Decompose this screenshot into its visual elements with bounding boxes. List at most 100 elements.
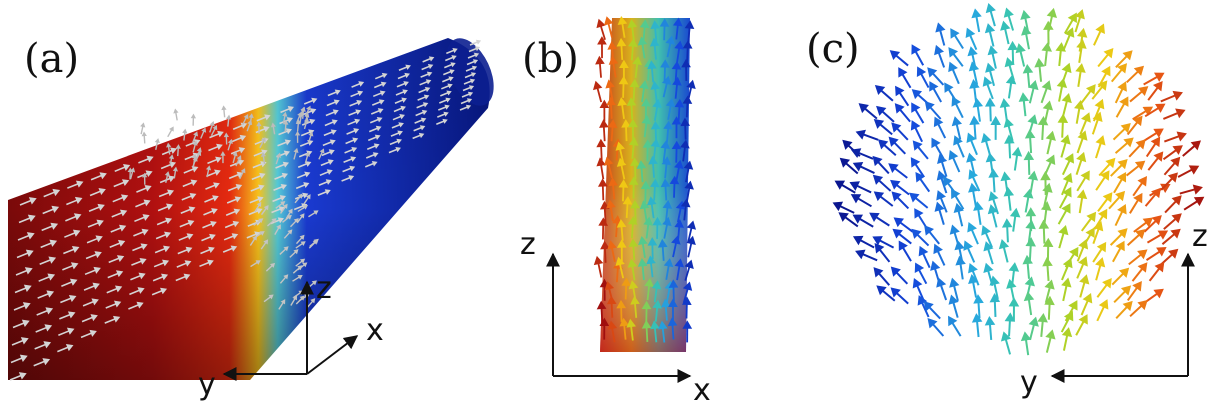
- tube-arrow-shaft: [181, 194, 193, 201]
- column-arrow-head: [665, 98, 676, 108]
- column-arrow-head: [593, 80, 603, 91]
- column-arrow-head: [662, 216, 672, 227]
- fuzz-arrow-head: [223, 132, 230, 138]
- disk-arrow-head: [1132, 281, 1142, 292]
- disk-arrow-shaft: [1144, 192, 1158, 207]
- tube-arrow-shaft: [347, 120, 357, 126]
- fuzz-arrow-head: [312, 239, 318, 245]
- column-arrow-shaft: [634, 62, 639, 79]
- disk-arrow-head: [1034, 57, 1045, 68]
- tube-arrow-shaft: [90, 174, 103, 181]
- tube-arrow-shaft: [467, 54, 477, 59]
- tube-arrow-shaft: [179, 221, 191, 228]
- disk-arrow-shaft: [1110, 163, 1124, 177]
- disk-arrow-head: [1061, 327, 1073, 338]
- column-arrow-head: [608, 177, 618, 187]
- fuzz-arrow-shaft: [254, 204, 260, 213]
- disk-arrow-shaft: [953, 33, 964, 50]
- disk-arrow-shaft: [970, 228, 979, 245]
- column-arrow-head: [674, 159, 684, 170]
- tube-arrow-shaft: [246, 233, 257, 239]
- fuzz-arrow-shaft: [306, 300, 314, 308]
- tube-arrow-head: [423, 94, 430, 100]
- fuzz-arrow-shaft: [293, 291, 302, 298]
- disk-arrow-head: [911, 102, 921, 113]
- disk-arrow-shaft: [973, 122, 977, 140]
- fuzz-arrow-shaft: [209, 124, 214, 133]
- fuzz-arrow-shaft: [279, 206, 287, 214]
- column-arrow-head: [619, 59, 629, 68]
- disk-arrow-shaft: [1045, 336, 1052, 353]
- tube-arrow-head: [353, 128, 360, 134]
- disk-arrow-head: [988, 191, 999, 202]
- tube-arrow-head: [405, 64, 411, 70]
- disk-arrow-shaft: [1162, 111, 1180, 120]
- column-arrow-head: [647, 60, 657, 70]
- column-arrow-shaft: [610, 125, 614, 142]
- fuzz-arrow-head: [182, 128, 188, 134]
- disk-arrow-head: [989, 292, 1001, 303]
- tube-arrow-head: [210, 220, 217, 228]
- column-arrow-shaft: [630, 103, 634, 120]
- tube-arrow-shaft: [87, 221, 100, 228]
- disk-arrow-shaft: [1076, 136, 1085, 154]
- disk-arrow-head: [1122, 300, 1133, 312]
- fuzz-arrow-shaft: [297, 264, 306, 271]
- fuzz-arrow-head: [130, 167, 136, 173]
- disk-arrow-shaft: [840, 183, 856, 194]
- tube-arrow-head: [467, 91, 474, 97]
- disk-arrow-head: [852, 161, 864, 172]
- disk-arrow-head: [1041, 42, 1053, 52]
- column-arrow-shaft: [600, 307, 604, 323]
- disk-arrow-head: [1137, 262, 1148, 273]
- disk-arrow-shaft: [1008, 141, 1012, 159]
- disk-arrow-shaft: [1091, 85, 1104, 100]
- tube-arrow-shaft: [417, 96, 427, 101]
- axis-label-x-b: x: [693, 373, 711, 404]
- tube-arrow-shaft: [326, 101, 337, 107]
- disk-arrow-shaft: [927, 230, 940, 245]
- disk-arrow-shaft: [1080, 89, 1093, 104]
- tube-arrow-shaft: [204, 197, 215, 203]
- tube-arrow-head: [235, 184, 243, 191]
- disk-arrow-head: [1170, 156, 1181, 168]
- disk-arrow-head: [953, 135, 963, 146]
- fuzz-arrow-shaft: [250, 261, 259, 268]
- disk-arrow-shaft: [1012, 214, 1017, 232]
- tube-arrow-shaft: [440, 91, 449, 97]
- column-arrow-shaft: [664, 185, 668, 201]
- column-arrow-head: [627, 258, 638, 268]
- fuzz-arrow-shaft: [284, 123, 287, 133]
- tube-arrow-shaft: [107, 272, 119, 279]
- disk-arrow-shaft: [895, 195, 910, 210]
- column-arrow-shaft: [683, 204, 687, 221]
- tube-arrow-shaft: [177, 248, 189, 255]
- column-arrow-head: [650, 320, 660, 330]
- tube-arrow-shaft: [461, 93, 471, 98]
- disk-arrow-head: [852, 214, 864, 224]
- tube-arrow-head: [73, 213, 82, 221]
- column-arrow-shaft: [663, 223, 669, 239]
- column-arrow-head: [657, 238, 668, 248]
- axis-label-y-a: y: [198, 367, 216, 402]
- disk-arrow-head: [948, 47, 959, 58]
- column-arrow-head: [667, 317, 678, 327]
- tube-arrow-shaft: [275, 163, 286, 169]
- disk-arrow-head: [1007, 40, 1019, 51]
- disk-arrow-head: [873, 267, 884, 278]
- tube-arrow-shaft: [84, 269, 97, 276]
- fuzz-arrow-head: [297, 274, 303, 280]
- disk-arrow-shaft: [858, 217, 874, 228]
- fuzz-arrow-shaft: [200, 130, 205, 139]
- disk-arrow-shaft: [1029, 323, 1036, 341]
- tube-arrow-head: [306, 150, 313, 157]
- disk-arrow-head: [1025, 219, 1036, 230]
- disk-arrow-head: [912, 277, 923, 289]
- tube-arrow-head: [213, 182, 220, 189]
- tube-arrow-shaft: [231, 136, 243, 143]
- tube-arrow-head: [376, 116, 383, 123]
- disk-arrow-head: [981, 225, 991, 236]
- disk-arrow-shaft: [936, 249, 946, 266]
- disk-arrow-head: [1153, 288, 1164, 299]
- fuzz-arrow-head: [305, 194, 311, 200]
